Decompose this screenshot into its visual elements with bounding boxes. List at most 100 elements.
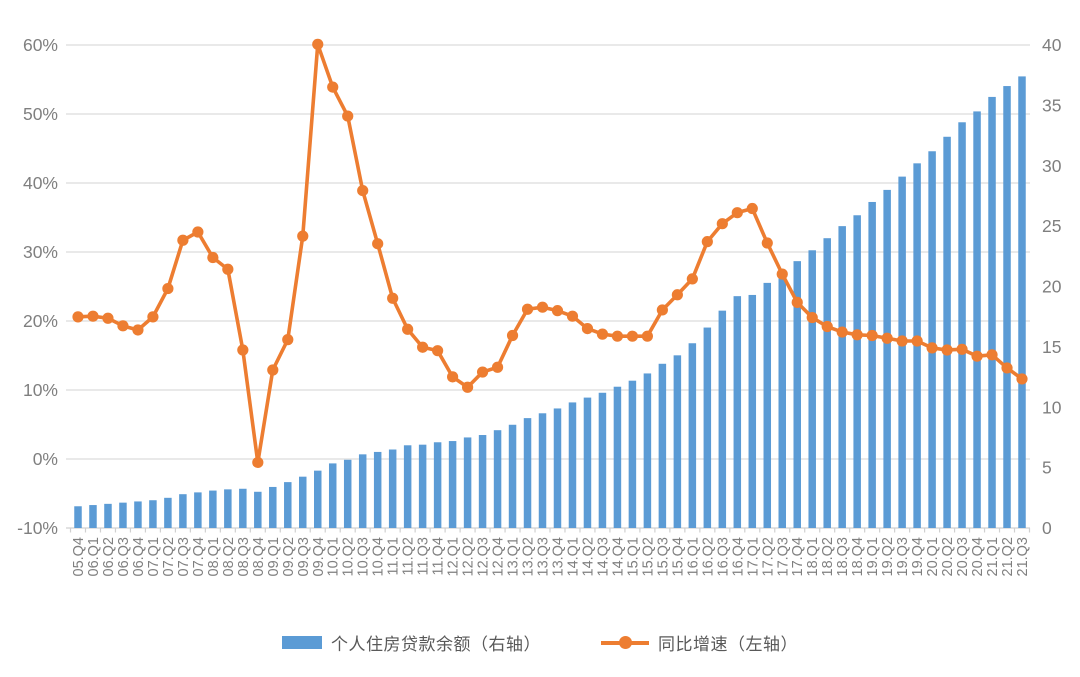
bar	[643, 373, 652, 528]
bar	[433, 442, 442, 528]
x-axis-label: 19.Q3	[895, 537, 911, 577]
x-axis-label: 08.Q2	[221, 537, 237, 577]
bar	[194, 492, 202, 528]
x-axis-label: 15.Q1	[625, 537, 641, 577]
bar	[358, 454, 367, 528]
x-axis-label: 11.Q3	[416, 537, 432, 575]
line-point	[791, 296, 803, 308]
line-point	[731, 207, 743, 219]
line-point	[956, 343, 968, 355]
line-point	[87, 310, 99, 322]
bar	[673, 355, 682, 528]
line-point	[461, 381, 474, 393]
line-point	[656, 304, 668, 316]
y-axis-label-right: 30	[1042, 156, 1062, 176]
line-point	[297, 230, 309, 242]
x-axis-label: 08.Q3	[236, 537, 252, 577]
bar	[209, 490, 217, 528]
line-marker-icon	[601, 636, 649, 649]
x-axis-label: 08.Q1	[206, 537, 222, 577]
x-axis-label: 09.Q2	[281, 537, 297, 577]
line-point	[716, 218, 728, 230]
bar	[823, 238, 831, 528]
x-axis-label: 16.Q1	[685, 537, 701, 577]
bar	[928, 151, 936, 528]
bar	[1003, 86, 1011, 528]
line-point	[881, 332, 893, 344]
line-point	[926, 342, 938, 354]
bar	[448, 441, 457, 528]
x-axis-label: 16.Q3	[715, 537, 731, 577]
bar	[553, 408, 562, 528]
x-axis-label: 13.Q2	[521, 537, 537, 577]
x-axis-label: 20.Q2	[940, 537, 956, 577]
line-point	[581, 322, 594, 335]
line-point	[252, 456, 264, 469]
bar	[328, 463, 337, 528]
x-axis-label: 13.Q4	[550, 537, 566, 577]
line-point	[506, 329, 519, 342]
legend-item-growth: 同比增速（左轴）	[601, 630, 798, 655]
bar	[508, 424, 517, 528]
bar	[239, 488, 247, 528]
bar	[898, 176, 906, 528]
x-axis-label: 18.Q1	[805, 537, 821, 577]
line-point	[851, 329, 863, 341]
line-point	[1001, 362, 1013, 374]
x-axis-label: 14.Q3	[595, 537, 611, 577]
legend: 个人住房贷款余额（右轴） 同比增速（左轴）	[0, 630, 1080, 655]
bar	[748, 294, 757, 528]
line-point	[162, 282, 174, 295]
bar	[373, 451, 382, 528]
bar	[523, 418, 532, 528]
x-axis-label: 09.Q1	[266, 537, 282, 577]
line-point	[686, 273, 698, 285]
bar	[74, 506, 82, 528]
bar	[224, 489, 232, 528]
bar	[613, 386, 622, 528]
x-axis-label: 06.Q2	[101, 537, 117, 577]
line-point	[701, 236, 713, 248]
x-axis-label: 06.Q4	[131, 537, 147, 577]
x-axis-label: 09.Q4	[311, 537, 327, 577]
bar	[778, 272, 786, 528]
bar	[388, 449, 397, 528]
line-point	[971, 350, 983, 362]
bar	[1018, 76, 1026, 529]
line-point	[372, 238, 384, 250]
line-point	[536, 301, 549, 313]
y-axis-label-right: 40	[1042, 35, 1062, 55]
x-axis-label: 18.Q2	[820, 537, 836, 577]
y-axis-label-right: 20	[1042, 277, 1062, 297]
line-point	[551, 305, 564, 317]
x-axis-label: 16.Q4	[730, 537, 746, 577]
line-point	[491, 361, 504, 373]
x-axis-label: 18.Q4	[850, 537, 866, 577]
x-axis-label: 07.Q1	[146, 537, 162, 577]
line-point	[312, 38, 324, 50]
bar	[868, 201, 876, 528]
line-point	[476, 366, 489, 378]
x-axis-label: 18.Q3	[835, 537, 851, 577]
bar	[314, 470, 322, 528]
line-point	[357, 184, 369, 197]
bar	[89, 505, 97, 528]
x-axis-label: 10.Q3	[356, 537, 372, 577]
x-axis-label: 20.Q1	[925, 537, 941, 577]
line-point	[447, 371, 459, 383]
x-axis-label: 15.Q3	[655, 537, 671, 577]
line-point	[192, 226, 204, 238]
line-point	[282, 334, 294, 346]
bar	[988, 96, 996, 529]
bar	[164, 497, 172, 528]
line-point	[222, 263, 234, 275]
line-point	[102, 312, 114, 324]
x-axis-label: 15.Q4	[670, 537, 686, 577]
line-point	[237, 344, 249, 356]
x-axis-label: 07.Q2	[161, 537, 177, 577]
bar	[134, 501, 142, 528]
legend-item-balance: 个人住房贷款余额（右轴）	[282, 630, 541, 655]
line-point	[72, 311, 84, 323]
x-axis-label: 07.Q3	[176, 537, 192, 577]
